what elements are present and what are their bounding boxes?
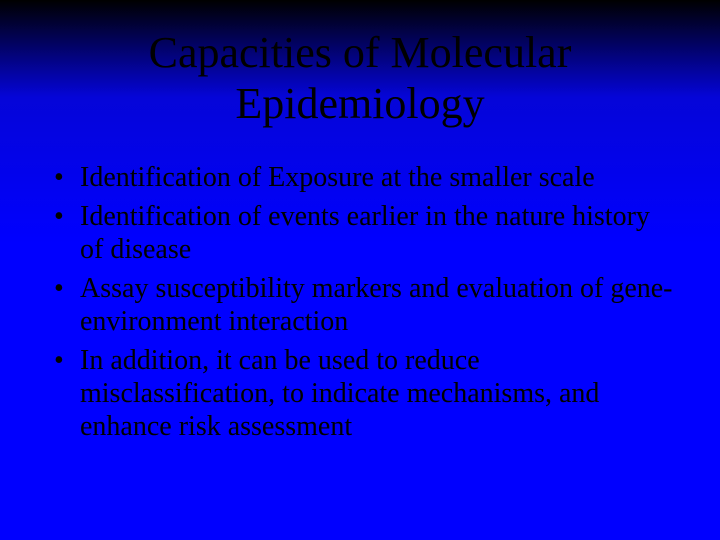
bullet-text: Identification of Exposure at the smalle…: [80, 162, 595, 193]
slide-title: Capacities of Molecular Epidemiology: [40, 28, 680, 129]
bullet-list: Identification of Exposure at the smalle…: [40, 161, 680, 443]
bullet-text: Assay susceptibility markers and evaluat…: [80, 273, 673, 337]
bullet-text: In addition, it can be used to reduce mi…: [80, 345, 599, 442]
list-item: Identification of events earlier in the …: [48, 200, 680, 266]
list-item: Identification of Exposure at the smalle…: [48, 161, 680, 194]
list-item: In addition, it can be used to reduce mi…: [48, 344, 680, 443]
slide: Capacities of Molecular Epidemiology Ide…: [0, 0, 720, 540]
list-item: Assay susceptibility markers and evaluat…: [48, 272, 680, 338]
bullet-text: Identification of events earlier in the …: [80, 201, 650, 265]
title-line-2: Epidemiology: [235, 79, 484, 128]
title-line-1: Capacities of Molecular: [149, 28, 572, 77]
